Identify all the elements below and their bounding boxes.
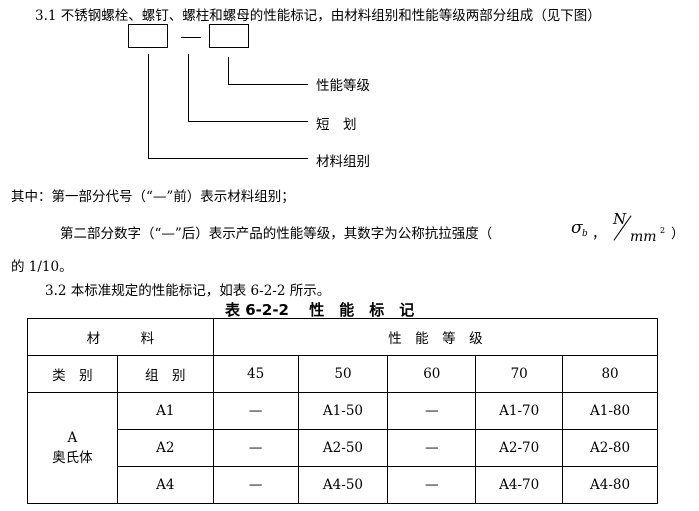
explain-line-2: 第二部分数字（“—”后）表示产品的性能等级，其数字为公称抗拉强度（ (60, 226, 493, 242)
table-cell: A2-70 (475, 429, 564, 467)
dash-mark (181, 37, 201, 39)
table-cell: — (387, 392, 477, 430)
subheader-60: 60 (387, 355, 477, 393)
performance-marking-table: 材 料 性 能 等 级 类 别 组 别 45 50 60 70 80 A 奥氏体 … (27, 318, 659, 504)
table-row: A4 — A4-50 — A4-70 A4-80 (28, 466, 658, 504)
subheader-45: 45 (212, 355, 299, 393)
explain-line-3: 的 1/10。 (11, 259, 73, 275)
header-grade: 性 能 等 级 (212, 318, 659, 356)
section-3-2-text: 3.2 本标准规定的性能标记，如表 6-2-2 所示。 (45, 283, 331, 299)
category-cell: A 奥氏体 (27, 392, 118, 504)
sigma-subscript: b (582, 229, 588, 239)
comma: ， (592, 226, 606, 242)
table-cell: A2 (116, 429, 214, 467)
subheader-group: 组 别 (116, 355, 214, 393)
table-cell: A1 (116, 392, 214, 430)
explain-line-1: 其中：第一部分代号（“—”前）表示材料组别； (11, 189, 295, 205)
grade-box (209, 24, 249, 48)
table-cell: A2-80 (562, 429, 658, 467)
table-cell: — (212, 466, 299, 504)
table-cell: A1-50 (297, 392, 389, 430)
table-cell: — (212, 429, 299, 467)
table-cell: A4-50 (297, 466, 389, 504)
subheader-70: 70 (475, 355, 564, 393)
close-paren: ） (671, 226, 685, 242)
section-3-1-text: 3.1 不锈钢螺栓、螺钉、螺柱和螺母的性能标记，由材料组别和性能等级两部分组成（… (35, 8, 601, 24)
sigma-symbol: σ (571, 218, 583, 238)
table-title: 表 6-2-2 性 能 标 记 (225, 301, 415, 319)
table-cell: A1-70 (475, 392, 564, 430)
material-box (128, 24, 168, 48)
table-cell: — (387, 466, 477, 504)
label-material: 材料组别 (316, 154, 370, 170)
table-cell: — (212, 392, 299, 430)
unit-numerator: N (613, 210, 627, 228)
subheader-category: 类 别 (27, 355, 118, 393)
category-name: 奥氏体 (52, 450, 93, 466)
table-cell: A1-80 (562, 392, 658, 430)
table-cell: A4 (116, 466, 214, 504)
table-cell: — (387, 429, 477, 467)
table-cell: A4-80 (562, 466, 658, 504)
label-dash: 短 划 (316, 117, 357, 133)
label-grade: 性能等级 (316, 78, 370, 94)
subheader-80: 80 (562, 355, 658, 393)
unit-denominator: mm (630, 229, 657, 245)
unit-exponent: 2 (660, 226, 666, 235)
subheader-50: 50 (297, 355, 389, 393)
category-code: A (67, 430, 78, 446)
header-material: 材 料 (27, 318, 214, 356)
table-cell: A2-50 (297, 429, 389, 467)
table-row: A 奥氏体 A1 — A1-50 — A1-70 A1-80 (27, 392, 658, 504)
table-row: A2 — A2-50 — A2-70 A2-80 (28, 429, 658, 467)
table-cell: A4-70 (475, 466, 564, 504)
